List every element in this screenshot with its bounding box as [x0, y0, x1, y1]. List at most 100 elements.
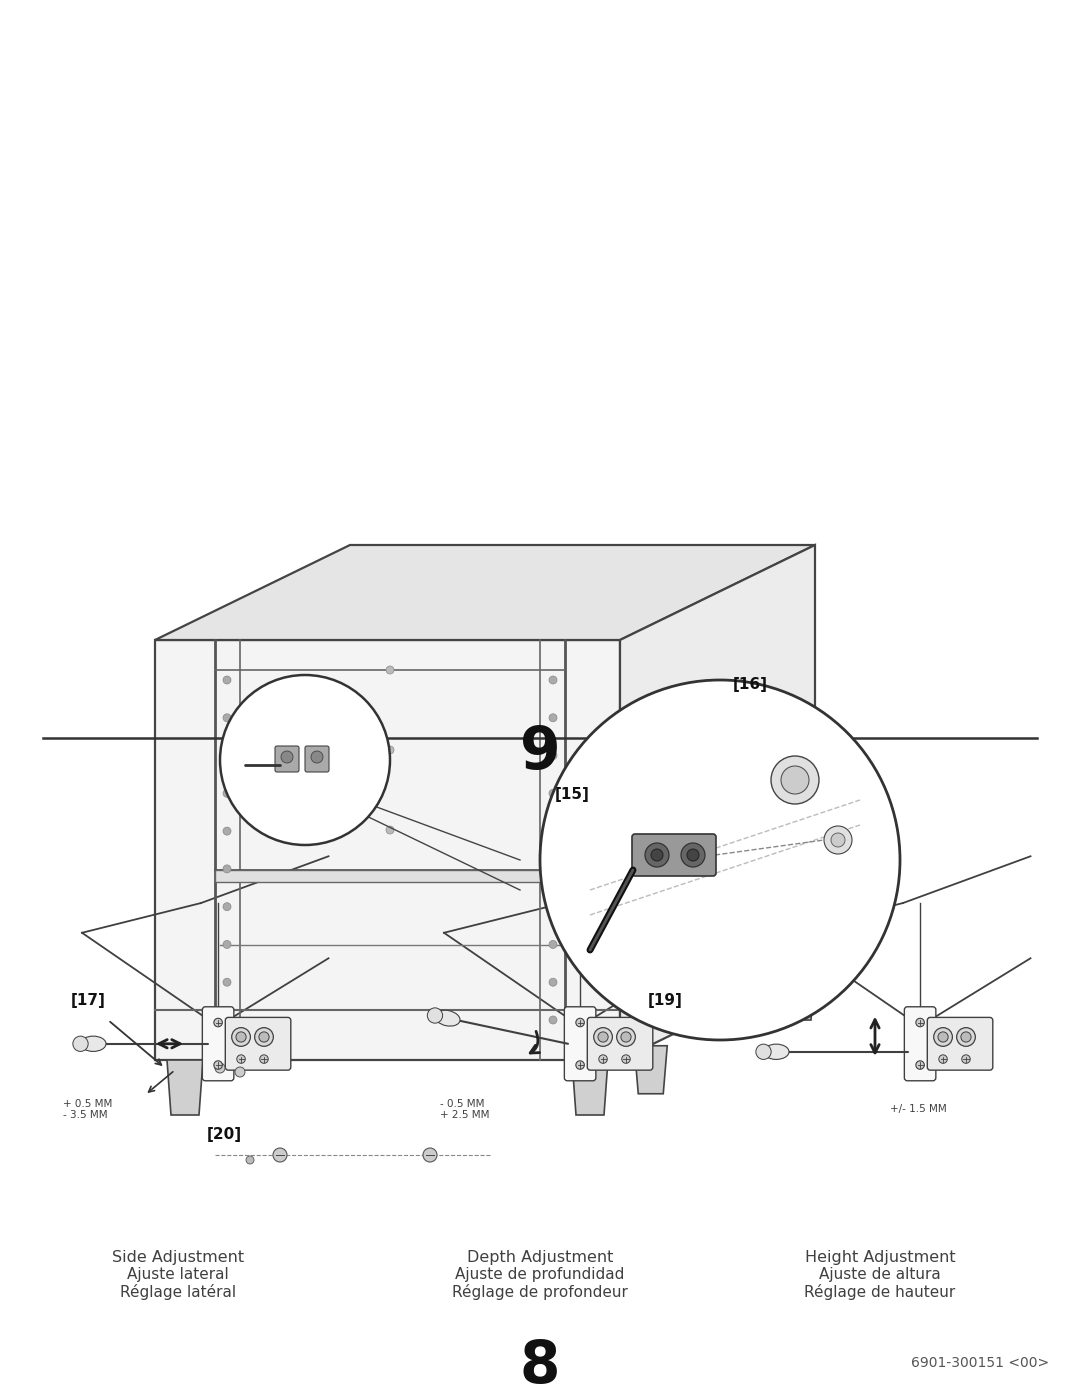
Circle shape [311, 752, 323, 763]
Circle shape [824, 826, 852, 854]
Circle shape [934, 1028, 953, 1046]
Circle shape [540, 680, 900, 1039]
FancyBboxPatch shape [928, 1017, 993, 1070]
Circle shape [916, 1018, 924, 1027]
Text: 8: 8 [519, 1338, 561, 1396]
Text: [16]: [16] [732, 678, 768, 693]
Circle shape [916, 1060, 924, 1069]
Circle shape [681, 842, 705, 868]
Circle shape [549, 789, 557, 798]
FancyBboxPatch shape [305, 746, 329, 773]
Text: Ajuste de profundidad: Ajuste de profundidad [456, 1267, 624, 1282]
Polygon shape [215, 870, 620, 882]
Circle shape [549, 902, 557, 911]
Circle shape [72, 1037, 89, 1052]
Text: Ajuste de altura: Ajuste de altura [819, 1267, 941, 1282]
Circle shape [215, 1063, 225, 1073]
Text: [19]: [19] [648, 992, 683, 1007]
Text: Height Adjustment: Height Adjustment [805, 1250, 956, 1266]
Circle shape [549, 827, 557, 835]
Text: [20]: [20] [207, 1127, 242, 1143]
Text: - 0.5 MM
+ 2.5 MM: - 0.5 MM + 2.5 MM [440, 1099, 489, 1120]
Circle shape [235, 1067, 245, 1077]
Polygon shape [779, 965, 815, 1020]
Circle shape [622, 1055, 631, 1063]
Text: [17]: [17] [70, 992, 106, 1007]
Polygon shape [167, 1060, 203, 1115]
Circle shape [549, 1016, 557, 1024]
Circle shape [232, 1028, 251, 1046]
Polygon shape [634, 1046, 667, 1094]
Circle shape [222, 978, 231, 986]
Circle shape [222, 752, 231, 760]
Circle shape [273, 1148, 287, 1162]
Circle shape [386, 826, 394, 834]
Circle shape [549, 714, 557, 722]
Circle shape [756, 1044, 771, 1059]
Circle shape [237, 1055, 245, 1063]
Text: [15]: [15] [554, 788, 590, 802]
Circle shape [428, 1007, 443, 1023]
Polygon shape [572, 1060, 608, 1115]
Text: Réglage latéral: Réglage latéral [120, 1284, 237, 1301]
Circle shape [222, 827, 231, 835]
Circle shape [831, 833, 845, 847]
Text: 9: 9 [519, 724, 561, 781]
Circle shape [222, 1016, 231, 1024]
Text: Réglage de profondeur: Réglage de profondeur [453, 1284, 627, 1301]
Circle shape [222, 676, 231, 685]
Circle shape [259, 1032, 269, 1042]
Circle shape [214, 1018, 222, 1027]
Circle shape [957, 1028, 975, 1046]
Text: Side Adjustment: Side Adjustment [112, 1250, 244, 1266]
Circle shape [255, 1028, 273, 1046]
Circle shape [222, 714, 231, 722]
Text: +/- 1.5 MM: +/- 1.5 MM [890, 1104, 947, 1113]
Text: Ajuste lateral: Ajuste lateral [127, 1267, 229, 1282]
Circle shape [645, 842, 669, 868]
Circle shape [260, 1055, 268, 1063]
Circle shape [386, 666, 394, 673]
Circle shape [962, 1055, 970, 1063]
FancyBboxPatch shape [202, 1007, 234, 1081]
Ellipse shape [81, 1037, 106, 1052]
Circle shape [621, 1032, 631, 1042]
Text: + 0.5 MM
- 3.5 MM: + 0.5 MM - 3.5 MM [63, 1099, 112, 1120]
Circle shape [222, 865, 231, 873]
Ellipse shape [764, 1044, 789, 1059]
FancyBboxPatch shape [588, 1017, 652, 1070]
FancyBboxPatch shape [565, 1007, 596, 1081]
Circle shape [687, 849, 699, 861]
Circle shape [281, 752, 293, 763]
Circle shape [771, 756, 819, 805]
Circle shape [214, 1060, 222, 1069]
FancyBboxPatch shape [275, 746, 299, 773]
Circle shape [222, 940, 231, 949]
Circle shape [220, 675, 390, 845]
Circle shape [939, 1055, 947, 1063]
Text: Réglage de hauteur: Réglage de hauteur [805, 1284, 956, 1301]
Circle shape [617, 1028, 635, 1046]
Circle shape [594, 1028, 612, 1046]
Circle shape [222, 902, 231, 911]
Circle shape [222, 789, 231, 798]
Circle shape [386, 746, 394, 754]
Polygon shape [156, 640, 620, 1060]
Circle shape [423, 1148, 437, 1162]
Circle shape [549, 865, 557, 873]
Text: Depth Adjustment: Depth Adjustment [467, 1250, 613, 1266]
Circle shape [246, 1155, 254, 1164]
Circle shape [937, 1032, 948, 1042]
Circle shape [549, 978, 557, 986]
Circle shape [961, 1032, 971, 1042]
Circle shape [598, 1055, 607, 1063]
Polygon shape [156, 545, 815, 640]
Circle shape [549, 752, 557, 760]
Circle shape [598, 1032, 608, 1042]
Text: 6901-300151 <00>: 6901-300151 <00> [910, 1356, 1049, 1370]
Circle shape [576, 1060, 584, 1069]
Polygon shape [620, 545, 815, 1060]
Circle shape [549, 940, 557, 949]
Circle shape [549, 676, 557, 685]
Circle shape [235, 1032, 246, 1042]
